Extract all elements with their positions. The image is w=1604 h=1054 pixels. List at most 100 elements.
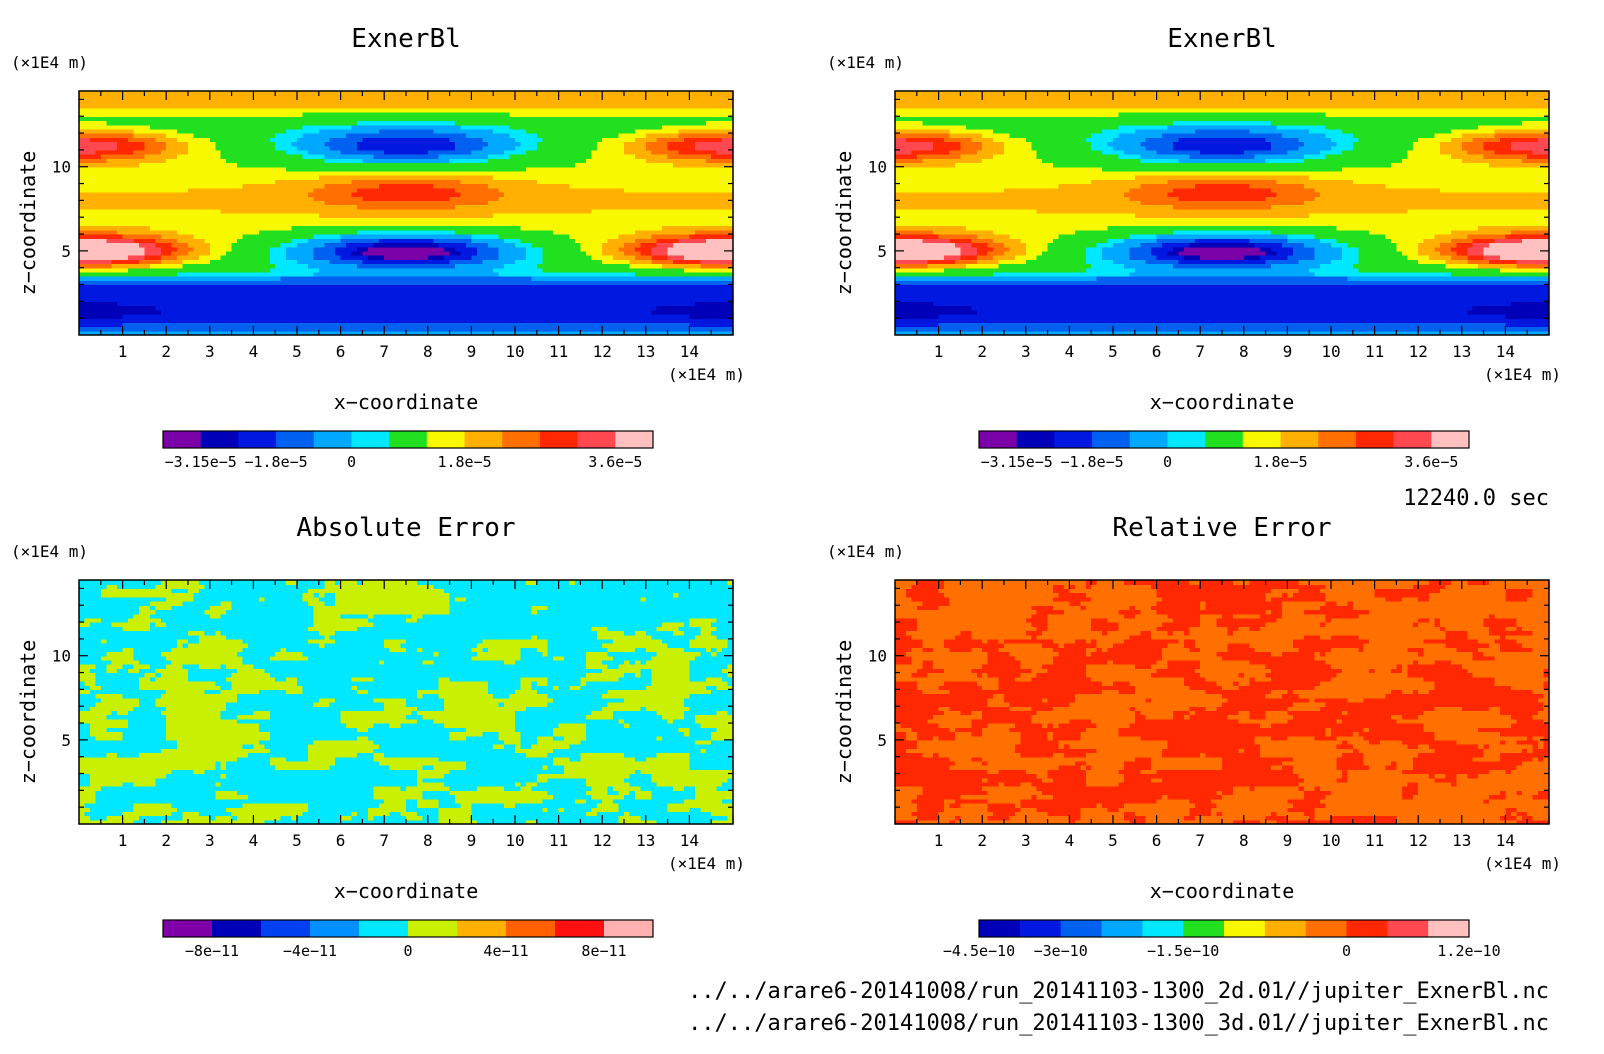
field-cell [226, 280, 233, 286]
field-cell [525, 133, 532, 138]
field-cell [525, 149, 532, 155]
field-cell [138, 288, 145, 294]
field-cell [498, 179, 505, 185]
field-cell [515, 259, 522, 265]
field-cell [215, 225, 222, 231]
field-cell [455, 250, 462, 256]
field-cell [231, 330, 238, 336]
field-cell [209, 305, 216, 311]
field-cell [389, 284, 396, 290]
field-cell [465, 158, 472, 164]
field-cell [275, 175, 282, 180]
field-cell [79, 267, 86, 273]
field-cell [89, 326, 96, 332]
field-cell [122, 225, 129, 231]
field-cell [188, 200, 195, 206]
field-cell [318, 107, 325, 113]
field-cell [389, 112, 396, 117]
field-cell [389, 305, 396, 311]
field-cell [171, 305, 178, 311]
field-cell [542, 313, 549, 319]
field-cell [258, 246, 265, 252]
field-cell [476, 284, 483, 290]
field-cell [444, 124, 451, 130]
field-cell [264, 158, 271, 164]
field-cell [411, 250, 418, 256]
field-cell [509, 280, 516, 286]
field-cell [471, 154, 478, 159]
field-cell [427, 213, 434, 218]
field-cell [340, 280, 347, 286]
field-cell [188, 217, 195, 223]
field-cell [220, 137, 227, 143]
field-cell [378, 133, 385, 138]
field-cell [427, 263, 434, 269]
field-cell [422, 107, 429, 113]
field-cell [264, 326, 271, 332]
field-cell [182, 162, 189, 168]
field-cell [400, 141, 407, 147]
field-cell [476, 95, 483, 101]
field-cell [400, 175, 407, 180]
field-cell [253, 166, 260, 172]
field-cell [166, 326, 173, 332]
field-cell [438, 133, 445, 138]
field-cell [438, 145, 445, 151]
field-cell [264, 301, 271, 307]
field-cell [373, 217, 380, 223]
field-cell [193, 208, 200, 214]
field-cell [438, 158, 445, 164]
field-cell [395, 133, 402, 138]
field-cell [155, 225, 162, 231]
field-cell [504, 128, 511, 134]
field-cell [297, 326, 304, 332]
field-cell [362, 124, 369, 130]
field-cell [493, 204, 500, 210]
field-cell [340, 103, 347, 109]
field-cell [264, 225, 271, 231]
field-cell [520, 259, 527, 265]
field-cell [128, 187, 135, 193]
field-cell [106, 225, 113, 231]
field-cell [416, 170, 423, 176]
field-cell [231, 221, 238, 227]
field-cell [242, 297, 249, 302]
field-cell [79, 238, 86, 244]
field-cell [536, 250, 543, 256]
field-cell [318, 234, 325, 239]
field-cell [133, 128, 140, 134]
field-cell [188, 116, 195, 122]
field-cell [247, 309, 254, 315]
field-cell [188, 297, 195, 302]
field-cell [128, 292, 135, 298]
field-cell [117, 91, 124, 96]
field-cell [79, 318, 86, 323]
field-cell [444, 99, 451, 105]
field-cell [215, 191, 222, 197]
field-cell [106, 229, 113, 235]
field-cell [389, 280, 396, 286]
field-cell [198, 191, 205, 197]
field-cell [307, 103, 314, 109]
field-cell [416, 103, 423, 109]
field-cell [128, 250, 135, 256]
field-cell [264, 175, 271, 180]
field-cell [449, 263, 456, 269]
field-cell [515, 250, 522, 256]
field-cell [449, 313, 456, 319]
field-cell [536, 179, 543, 185]
field-cell [493, 271, 500, 277]
field-cell [166, 145, 173, 151]
field-cell [525, 267, 532, 273]
field-cell [395, 263, 402, 269]
field-cell [465, 288, 472, 294]
field-cell [313, 208, 320, 214]
field-cell [128, 124, 135, 130]
field-cell [215, 145, 222, 151]
field-cell [95, 99, 102, 105]
field-cell [498, 213, 505, 218]
field-cell [269, 145, 276, 151]
field-cell [242, 267, 249, 273]
field-cell [346, 175, 353, 180]
field-cell [84, 208, 91, 214]
